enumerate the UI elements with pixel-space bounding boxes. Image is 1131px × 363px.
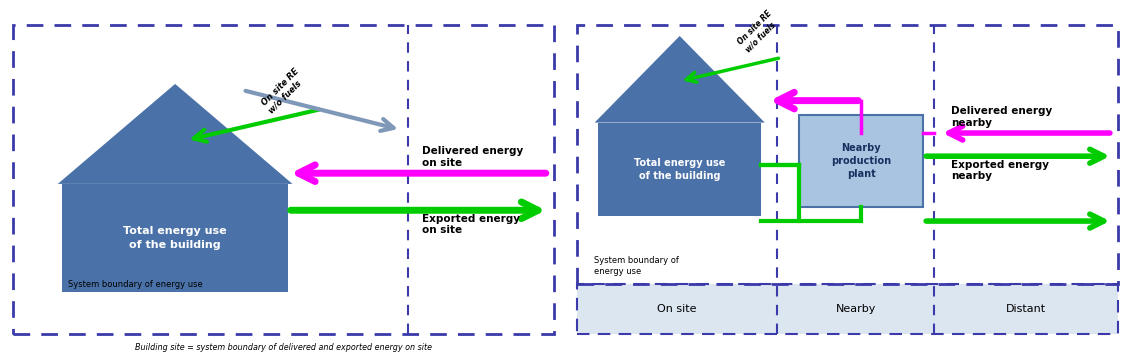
Text: System boundary of energy use: System boundary of energy use xyxy=(68,280,202,289)
Text: Delivered energy
on site: Delivered energy on site xyxy=(422,146,523,168)
Text: Nearby: Nearby xyxy=(836,304,875,314)
Text: Building site = system boundary of delivered and exported energy on site: Building site = system boundary of deliv… xyxy=(135,343,432,351)
Text: Delivered energy
nearby: Delivered energy nearby xyxy=(951,106,1052,128)
Text: Nearby
production
plant: Nearby production plant xyxy=(831,143,891,179)
Polygon shape xyxy=(58,84,293,184)
Bar xyxy=(713,202,732,216)
Text: Distant: Distant xyxy=(1007,304,1046,314)
Bar xyxy=(577,285,1119,334)
Bar xyxy=(62,184,288,292)
Bar xyxy=(598,123,761,216)
Polygon shape xyxy=(595,36,765,123)
Bar xyxy=(798,114,923,207)
Bar xyxy=(577,25,1119,285)
Text: Exported energy
on site: Exported energy on site xyxy=(422,214,519,235)
Bar xyxy=(12,25,554,334)
Text: On site RE
w/o fuels: On site RE w/o fuels xyxy=(260,67,308,115)
Text: Total energy use
of the building: Total energy use of the building xyxy=(123,227,227,250)
Text: Exported energy
nearby: Exported energy nearby xyxy=(951,160,1050,181)
Text: On site RE
w/o fuels: On site RE w/o fuels xyxy=(736,9,782,54)
Bar xyxy=(221,276,248,292)
Text: Total energy use
of the building: Total energy use of the building xyxy=(634,158,725,181)
Text: System boundary of
energy use: System boundary of energy use xyxy=(594,256,679,276)
Text: On site: On site xyxy=(657,304,697,314)
